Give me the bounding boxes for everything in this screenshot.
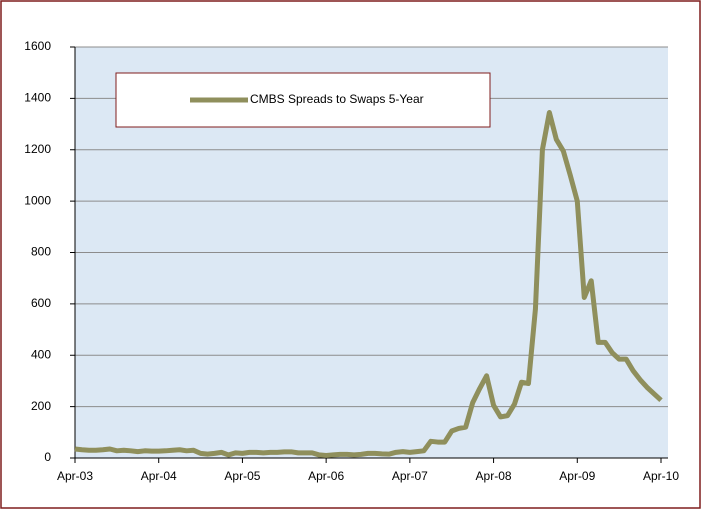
y-tick-label: 200 — [31, 399, 51, 413]
x-tick-label: Apr-08 — [476, 469, 512, 483]
x-tick-label: Apr-05 — [224, 469, 260, 483]
legend-label: CMBS Spreads to Swaps 5-Year — [250, 92, 424, 106]
y-tick-label: 0 — [44, 450, 51, 464]
x-tick-label: Apr-03 — [57, 469, 93, 483]
y-tick-label: 600 — [31, 296, 51, 310]
y-tick-label: 1000 — [24, 193, 51, 207]
y-tick-label: 1600 — [24, 39, 51, 53]
x-tick-label: Apr-04 — [141, 469, 177, 483]
y-tick-label: 800 — [31, 245, 51, 259]
x-tick-label: Apr-09 — [559, 469, 595, 483]
y-tick-label: 1200 — [24, 142, 51, 156]
x-tick-label: Apr-10 — [643, 469, 679, 483]
legend-box — [115, 72, 491, 128]
x-tick-label: Apr-06 — [308, 469, 344, 483]
y-tick-label: 1400 — [24, 91, 51, 105]
series-line — [74, 110, 663, 458]
x-tick-label: Apr-07 — [392, 469, 428, 483]
y-tick-label: 400 — [31, 347, 51, 361]
